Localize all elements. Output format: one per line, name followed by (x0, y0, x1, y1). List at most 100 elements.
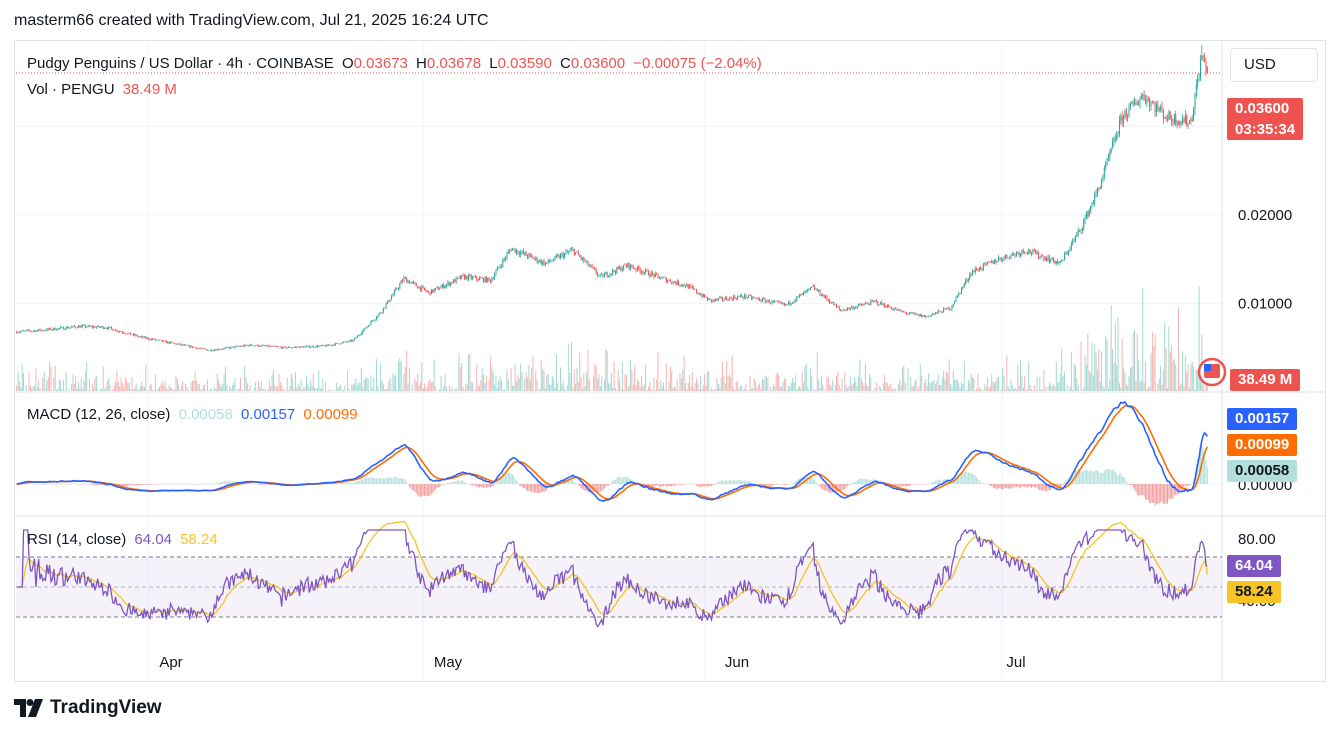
volume-bar (487, 390, 489, 391)
candle-body (671, 282, 673, 284)
volume-bar (993, 383, 995, 391)
macd-histogram-bar (580, 484, 582, 489)
macd-histogram-bar (977, 479, 979, 484)
macd-histogram-bar (1028, 484, 1030, 487)
macd-line (16, 401, 1208, 502)
volume-bar (290, 373, 292, 391)
volume-bar (1123, 367, 1125, 391)
volume-bar (274, 384, 276, 391)
volume-bar (649, 382, 651, 391)
volume-bar (761, 378, 763, 391)
volume-bar (885, 382, 887, 391)
candle-body (110, 327, 112, 329)
macd-histogram-bar (483, 484, 485, 489)
candle-body (503, 258, 505, 260)
macd-histogram-bar (728, 480, 730, 484)
macd-histogram-bar (1177, 484, 1179, 495)
currency-button[interactable]: USD (1230, 48, 1318, 82)
macd-histogram-bar (1015, 484, 1017, 488)
volume-bar (760, 388, 762, 391)
macd-histogram-bar (536, 484, 538, 494)
volume-bar (775, 373, 777, 391)
chart-frame[interactable] (14, 40, 1326, 682)
macd-histogram-bar (359, 480, 361, 484)
candle-body (171, 341, 173, 343)
macd-histogram-bar (616, 477, 618, 484)
volume-bar (962, 384, 964, 391)
macd-histogram-bar (1048, 484, 1050, 491)
candle-body (599, 274, 601, 276)
candle-body (170, 341, 171, 344)
macd-histogram-bar (517, 482, 519, 484)
candle-body (73, 325, 75, 327)
candle-body (458, 276, 460, 278)
volume-bar (645, 364, 647, 391)
rsi-label[interactable]: RSI (14, close) (27, 531, 127, 548)
candle-body (661, 277, 663, 279)
volume-bar (178, 384, 180, 391)
volume-bar (811, 376, 813, 391)
volume-bar (818, 379, 820, 391)
candle-body (1153, 102, 1155, 105)
symbol-title[interactable]: Pudgy Penguins / US Dollar · 4h · COINBA… (27, 55, 334, 72)
volume-bar (1113, 363, 1115, 391)
volume-bar (728, 374, 730, 391)
macd-histogram-bar (527, 484, 529, 492)
macd-histogram-bar (1161, 484, 1163, 502)
candle-body (238, 346, 240, 347)
candle-body (1079, 229, 1081, 231)
candle-body (815, 289, 817, 290)
candle-body (1083, 220, 1085, 229)
candle-body (972, 271, 973, 275)
volume-bar (481, 367, 483, 391)
macd-histogram-bar (792, 483, 794, 484)
candle-body (1090, 206, 1092, 211)
macd-histogram-bar (164, 483, 166, 484)
candle-body (763, 298, 765, 300)
volume-bar (558, 390, 560, 391)
candle-body (454, 279, 456, 283)
volume-bar (689, 375, 691, 391)
volume-bar (47, 376, 49, 391)
macd-signal-value: 0.00099 (303, 406, 358, 423)
volume-bar (83, 380, 85, 391)
volume-bar (1171, 345, 1173, 391)
volume-bar (731, 355, 733, 391)
macd-histogram-bar (49, 483, 51, 484)
candle-body (653, 274, 655, 277)
candle-body (752, 297, 754, 299)
candle-body (544, 262, 546, 265)
macd-histogram-bar (847, 484, 848, 486)
candle-body (377, 314, 379, 318)
candle-body (917, 314, 919, 315)
macd-histogram-bar (1036, 484, 1038, 488)
candle-body (528, 254, 530, 258)
candle-body (249, 344, 251, 347)
footer-brand[interactable]: TradingView (14, 697, 162, 719)
volume-bar (853, 377, 855, 391)
candle-body (327, 344, 329, 346)
macd-histogram-bar (1033, 484, 1035, 487)
volume-bar (785, 378, 787, 391)
volume-bar (511, 385, 513, 391)
macd-histogram-bar (385, 477, 387, 484)
candle-body (36, 330, 38, 332)
macd-histogram-bar (739, 479, 741, 484)
candle-body (660, 278, 662, 280)
macd-histogram-bar (360, 480, 362, 484)
volume-label[interactable]: Vol · PENGU (27, 81, 115, 98)
candle-body (413, 281, 415, 283)
candle-body (566, 251, 568, 253)
macd-histogram-bar (1162, 484, 1164, 504)
macd-label[interactable]: MACD (12, 26, close) (27, 406, 171, 423)
volume-bar (506, 369, 508, 391)
candle-body (373, 320, 375, 322)
volume-bar (955, 379, 957, 391)
volume-bar (126, 379, 128, 391)
volume-bar (892, 387, 894, 391)
candle-body (1046, 258, 1048, 262)
candle-body (174, 343, 176, 344)
volume-bar (862, 382, 864, 391)
volume-bar (840, 389, 842, 391)
